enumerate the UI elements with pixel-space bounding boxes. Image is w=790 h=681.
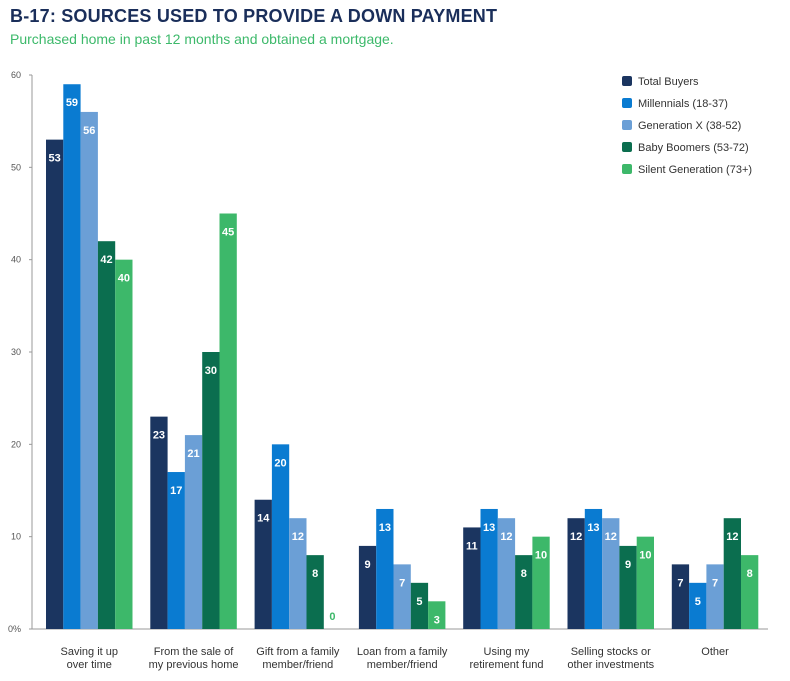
bar	[706, 564, 723, 629]
category-label: member/friend	[262, 659, 333, 671]
bar	[672, 564, 689, 629]
category-label: Using my	[484, 646, 530, 658]
y-tick-label: 60	[11, 70, 21, 80]
y-tick-label: 40	[11, 255, 21, 265]
data-label: 20	[274, 457, 286, 469]
legend-swatch	[622, 120, 632, 130]
bar	[220, 214, 237, 630]
bar	[46, 140, 63, 629]
data-label: 5	[416, 596, 422, 608]
y-tick-label: 50	[11, 162, 21, 172]
bar	[741, 555, 758, 629]
data-label: 12	[570, 531, 582, 543]
data-label: 21	[187, 448, 199, 460]
data-label: 9	[625, 559, 631, 571]
data-label: 7	[399, 577, 405, 589]
data-label: 59	[66, 97, 78, 109]
data-label: 13	[483, 522, 495, 534]
bar	[150, 417, 167, 629]
legend-swatch	[622, 142, 632, 152]
data-label: 0	[329, 611, 335, 623]
bar-chart: 0%1020304050605359564240Saving it upover…	[0, 0, 790, 681]
legend-swatch	[622, 98, 632, 108]
category-label: other investments	[567, 659, 654, 671]
bar	[98, 241, 115, 629]
bar	[202, 352, 219, 629]
data-label: 9	[364, 559, 370, 571]
data-label: 10	[535, 550, 547, 562]
category-label: Selling stocks or	[571, 646, 651, 658]
y-tick-label: 20	[11, 439, 21, 449]
data-label: 3	[434, 614, 440, 626]
data-label: 53	[49, 153, 61, 165]
legend-label: Baby Boomers (53-72)	[638, 142, 749, 154]
data-label: 11	[466, 540, 478, 552]
bar	[515, 555, 532, 629]
bar	[272, 444, 289, 629]
legend-label: Millennials (18-37)	[638, 98, 728, 110]
legend-swatch	[622, 164, 632, 174]
data-label: 23	[153, 430, 165, 442]
data-label: 8	[312, 568, 318, 580]
data-label: 13	[587, 522, 599, 534]
data-label: 17	[170, 485, 182, 497]
category-label: retirement fund	[469, 659, 543, 671]
data-label: 8	[747, 568, 753, 580]
category-label: over time	[67, 659, 112, 671]
data-label: 42	[100, 254, 112, 266]
data-label: 10	[639, 550, 651, 562]
y-tick-label: 10	[11, 532, 21, 542]
data-label: 56	[83, 125, 95, 137]
legend-label: Silent Generation (73+)	[638, 164, 752, 176]
y-tick-label: 0%	[8, 624, 21, 634]
bar	[115, 260, 132, 629]
data-label: 45	[222, 227, 234, 239]
legend-label: Total Buyers	[638, 76, 699, 88]
bar	[394, 564, 411, 629]
bar	[63, 84, 80, 629]
data-label: 13	[379, 522, 391, 534]
category-label: From the sale of	[154, 646, 234, 658]
data-label: 14	[257, 513, 270, 525]
category-label: Saving it up	[61, 646, 118, 658]
data-label: 40	[118, 273, 130, 285]
data-label: 12	[500, 531, 512, 543]
legend-label: Generation X (38-52)	[638, 120, 741, 132]
bar	[185, 435, 202, 629]
category-label: my previous home	[149, 659, 239, 671]
data-label: 7	[712, 577, 718, 589]
category-label: member/friend	[367, 659, 438, 671]
category-label: Gift from a family	[256, 646, 340, 658]
data-label: 12	[726, 531, 738, 543]
category-label: Loan from a family	[357, 646, 448, 658]
data-label: 7	[677, 577, 683, 589]
category-label: Other	[701, 646, 729, 658]
data-label: 12	[292, 531, 304, 543]
data-label: 30	[205, 365, 217, 377]
y-tick-label: 30	[11, 347, 21, 357]
data-label: 5	[695, 596, 701, 608]
data-label: 8	[521, 568, 527, 580]
legend-swatch	[622, 76, 632, 86]
bar	[307, 555, 324, 629]
bar	[81, 112, 98, 629]
data-label: 12	[605, 531, 617, 543]
